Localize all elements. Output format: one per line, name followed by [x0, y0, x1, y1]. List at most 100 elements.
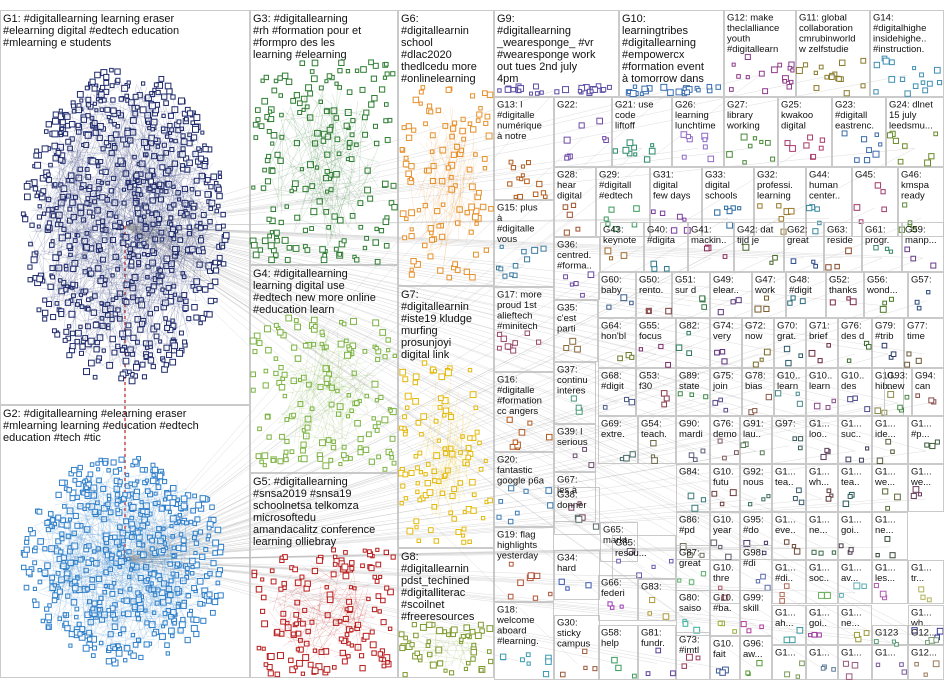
group-border — [672, 97, 724, 167]
group-cell-g58: G58: help — [598, 625, 638, 680]
group-cell-g55: G55: focus — [636, 318, 676, 368]
group-border — [598, 368, 636, 416]
group-nodes — [787, 295, 806, 306]
group-label: G65: markt. — [603, 525, 629, 547]
group-label: G30: sticky campus — [557, 618, 591, 650]
group-label: G21: use code liftoff — [615, 100, 654, 132]
group-nodes — [650, 439, 658, 464]
group-nodes — [774, 390, 803, 407]
group-border — [710, 368, 742, 416]
group-border — [612, 97, 672, 167]
group-border — [598, 625, 638, 680]
group-border — [554, 362, 596, 424]
group-nodes — [604, 247, 628, 261]
group-label: G1: #digitallearning learning eraser #ele… — [3, 13, 179, 49]
group-cell-g28: G28: hear digital — [554, 167, 596, 237]
group-label: G1... ne... — [809, 515, 830, 537]
group-label: G11: global collaboration cmrubinworld w ze… — [798, 13, 856, 56]
group-border — [806, 560, 838, 604]
group-label: G10. year — [713, 515, 734, 537]
group-label: G95: #do — [743, 515, 764, 537]
group-label: G6: #digitallearnin school #dlac2020 thedlce… — [401, 13, 477, 85]
group-border — [398, 286, 494, 548]
group-border — [898, 167, 944, 237]
group-nodes — [660, 390, 670, 408]
group-nodes — [914, 290, 931, 311]
group-border — [872, 464, 908, 512]
group-cell-g1n: G1... #di.. — [772, 560, 806, 604]
group-nodes — [846, 340, 872, 363]
group-border — [250, 10, 398, 265]
group-label: G71: brief — [809, 321, 830, 343]
group-label: G44: human center.. — [809, 170, 840, 202]
group-cell-g51: G51: sur d — [672, 272, 710, 318]
group-cell-g60: G60: baby — [598, 272, 636, 318]
group-cell-g1t: G1... goi.. — [806, 605, 838, 645]
group-cell-g1l: G1... goi.. — [838, 512, 872, 560]
group-cell-g5: G5: #digitallearning #snsa2019 #snsa19 sch… — [250, 473, 398, 678]
group-nodes — [745, 660, 763, 677]
group-label: G57: — [911, 275, 932, 286]
group-nodes — [754, 295, 770, 313]
group-label: G7: #digitallearnin #iste19 kludge murfing p… — [401, 289, 472, 361]
group-cell-g1q: G1... les... — [872, 560, 908, 604]
group-label: G1... goi.. — [841, 515, 862, 537]
group-label: G63: reside — [827, 225, 853, 247]
group-label: G19: flag highlights yesterday — [497, 530, 538, 562]
group-border — [772, 645, 806, 680]
group-border — [554, 487, 600, 535]
group-border — [832, 97, 886, 167]
group-border — [838, 464, 872, 512]
group-label: G90: mardi — [679, 419, 703, 441]
group-nodes — [784, 660, 805, 679]
group-nodes — [606, 294, 634, 310]
group-label: G91: lau.. — [743, 419, 764, 441]
group-border — [904, 318, 944, 368]
group-border — [740, 464, 772, 512]
group-cell-g1i: G1... tea.. — [772, 464, 806, 512]
group-nodes — [679, 543, 705, 558]
group-cell-g65: G65: markt. — [600, 522, 638, 562]
group-border — [688, 222, 734, 272]
group-cell-g1r: G1... tr... — [908, 560, 944, 604]
group-cell-g24: G24: dlnet 15 july leedsmu... — [886, 97, 944, 167]
group-cell-g1j: G1... eve.. — [772, 512, 806, 560]
group-nodes — [842, 491, 855, 508]
group-border — [838, 512, 872, 560]
group-cell-g42: G42: dat tijd je — [734, 222, 784, 272]
group-nodes — [249, 314, 397, 472]
group-cell-g76b: G76: des d — [838, 318, 872, 368]
group-label: G76: des d — [841, 321, 864, 343]
group-nodes — [806, 204, 822, 235]
group-label: G13: l #digitalle numérique à notre — [497, 100, 542, 143]
group-cell-g1w: G1... — [772, 645, 806, 680]
group-border — [838, 318, 872, 368]
group-label: G85: resou... — [615, 538, 647, 560]
group-cell-g61: G61: progr. — [862, 222, 902, 272]
group-label: G38: donner — [557, 490, 587, 512]
group-cell-g84: G84: — [676, 464, 710, 512]
group-nodes — [841, 130, 883, 164]
group-border — [872, 645, 908, 680]
group-nodes — [748, 393, 773, 416]
group-label: G14: #digitalhighe insidehighe.. #instructi… — [873, 13, 926, 56]
group-nodes — [675, 330, 693, 357]
group-cell-g44: G44: human center.. — [806, 167, 852, 237]
group-label: G4: #digitallearning learning digital use… — [253, 268, 376, 316]
group-label: G18: welcome aboard #learning. — [496, 605, 539, 648]
group-label: G66: federi — [601, 578, 625, 600]
group-nodes — [784, 134, 826, 160]
group-label: G15: plus à #digitalle vous — [497, 203, 538, 246]
group-cell-g62: G62: great — [784, 222, 824, 272]
group-nodes — [497, 83, 612, 96]
group-border — [554, 550, 600, 600]
group-cell-g1u: G1... ne... — [838, 605, 872, 645]
group-label: G87: great — [679, 548, 701, 570]
group-label: G97: — [775, 419, 796, 430]
group-border — [908, 416, 944, 464]
group-cell-g8: G8: #digitallearnin pdst_techined #digitall… — [398, 548, 494, 678]
group-nodes — [617, 352, 635, 362]
group-label: G99: skill — [743, 593, 764, 615]
group-cell-g20: G20: fantastic google p6a — [494, 452, 554, 527]
